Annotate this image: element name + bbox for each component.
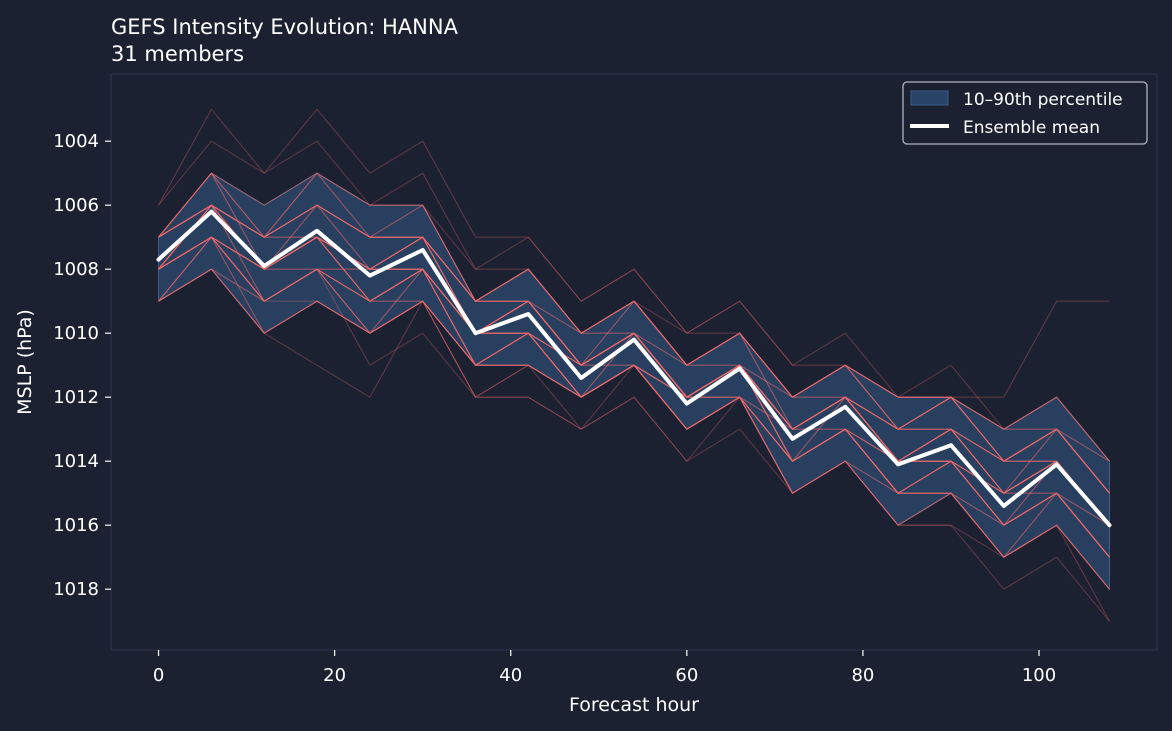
y-tick-label: 1006 [53, 195, 99, 216]
y-tick-label: 1004 [53, 131, 99, 152]
percentile-band [158, 172, 1110, 591]
mean-line-layer [156, 209, 1112, 528]
y-tick-label: 1018 [53, 579, 99, 600]
x-tick-label: 80 [851, 665, 874, 686]
member-line-27 [158, 172, 1110, 462]
member-line-29 [158, 236, 1110, 622]
chart-subtitle: 31 members [111, 42, 244, 66]
percentile-band-layer [158, 172, 1110, 591]
y-tick-label: 1016 [53, 515, 99, 536]
y-axis-ticks: 1004 1006 1008 1010 1012 1014 1016 1018 [53, 131, 111, 600]
legend-band-swatch [910, 90, 949, 106]
chart-title: GEFS Intensity Evolution: HANNA [111, 15, 459, 39]
x-tick-label: 0 [153, 665, 164, 686]
y-axis-label: MSLP (hPa) [14, 309, 36, 415]
x-axis-ticks: 0 20 40 60 80 100 [153, 650, 1056, 686]
member-lines-layer [158, 108, 1110, 622]
legend-band-label: 10–90th percentile [963, 90, 1123, 110]
member-line-31 [158, 236, 1110, 622]
x-tick-label: 60 [675, 665, 698, 686]
member-line-2 [158, 140, 1110, 462]
member-line-28 [158, 236, 1110, 558]
y-tick-label: 1010 [53, 323, 99, 344]
axes-frame [110, 73, 1158, 651]
x-tick-label: 100 [1022, 665, 1056, 686]
legend-box [902, 81, 1148, 145]
x-tick-label: 40 [499, 665, 522, 686]
y-tick-label: 1008 [53, 259, 99, 280]
member-line-26 [158, 236, 1110, 526]
y-tick-label: 1012 [53, 387, 99, 408]
x-axis-label: Forecast hour [569, 694, 699, 716]
legend-mean-label: Ensemble mean [963, 118, 1100, 138]
member-line-30 [158, 236, 1110, 590]
ensemble-mean-line [156, 209, 1112, 528]
y-tick-label: 1014 [53, 451, 99, 472]
x-tick-label: 20 [323, 665, 346, 686]
legend: 10–90th percentile Ensemble mean [902, 81, 1148, 145]
